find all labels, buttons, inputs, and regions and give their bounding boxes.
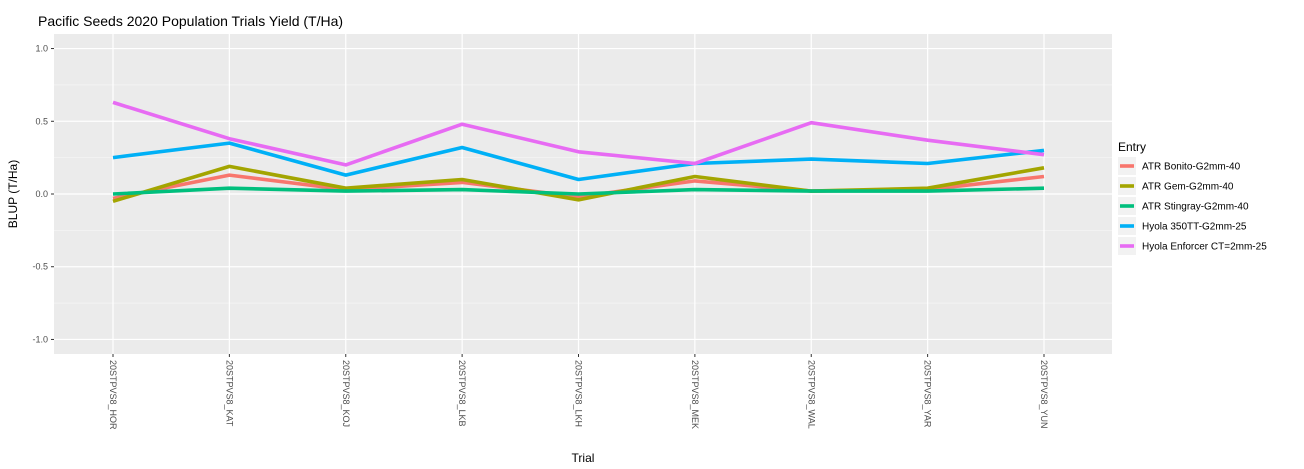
legend-label: ATR Stingray-G2mm-40	[1142, 202, 1249, 213]
legend: Entry ATR Bonito-G2mm-40 ATR Gem-G2mm-40 A…	[1118, 140, 1267, 255]
legend-title: Entry	[1118, 140, 1146, 154]
series-line	[112, 186, 1045, 196]
x-axis-title: Trial	[572, 451, 595, 465]
legend-label: ATR Bonito-G2mm-40	[1142, 162, 1241, 173]
x-tick-label: 20STPVS8_KOJ	[341, 360, 351, 427]
x-tick-label: 20STPVS8_KAT	[224, 360, 234, 427]
legend-label: ATR Gem-G2mm-40	[1142, 182, 1234, 193]
y-tick-label: 0.0	[35, 189, 48, 199]
x-tick-label: 20STPVS8_HOR	[108, 360, 118, 430]
y-tick-label: 1.0	[35, 44, 48, 54]
legend-label: Hyola Enforcer CT=2mm-25	[1142, 242, 1267, 253]
x-tick-label: 20STPVS8_MEK	[690, 360, 700, 429]
legend-label: Hyola 350TT-G2mm-25	[1142, 222, 1247, 233]
y-tick-label: -1.0	[32, 334, 48, 344]
x-tick-label: 20STPVS8_YUN	[1039, 360, 1049, 429]
series-line	[112, 141, 1045, 182]
x-tick-label: 20STPVS8_WAL	[806, 360, 816, 429]
x-tick-label: 20STPVS8_YAR	[923, 360, 933, 428]
y-axis-ticks: 1.0 0.5 0.0 -0.5 -1.0	[32, 44, 54, 344]
series-lines	[112, 100, 1045, 204]
y-tick-label: 0.5	[35, 116, 48, 126]
y-tick-label: -0.5	[32, 262, 48, 272]
x-tick-label: 20STPVS8_LKB	[457, 360, 467, 427]
x-axis-ticks: 20STPVS8_HOR 20STPVS8_KAT 20STPVS8_KOJ 20ST…	[108, 354, 1049, 430]
series-line	[112, 164, 1045, 204]
x-tick-label: 20STPVS8_LKH	[574, 360, 584, 427]
minor-grid	[54, 84, 1112, 304]
chart-title: Pacific Seeds 2020 Population Trials Yie…	[38, 13, 343, 29]
y-axis-title: BLUP (T/Ha)	[6, 160, 20, 228]
series-line	[112, 100, 1045, 167]
